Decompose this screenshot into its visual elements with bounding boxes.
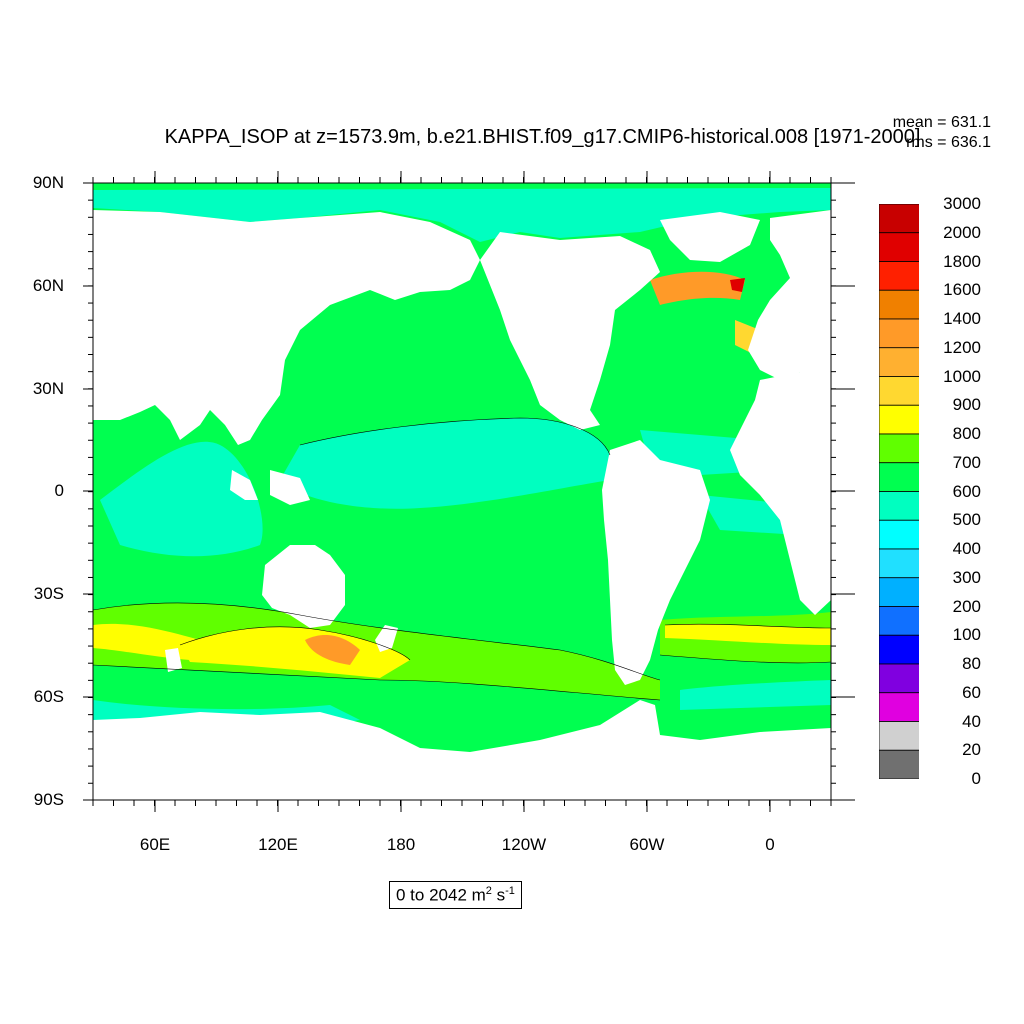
colorbar-label: 1600 xyxy=(943,280,981,300)
colorbar-label: 100 xyxy=(952,625,981,645)
colorbar-swatch xyxy=(879,634,919,665)
y-tick-label: 90N xyxy=(32,173,64,192)
colorbar-swatch xyxy=(879,462,919,492)
colorbar-label: 60 xyxy=(962,682,981,702)
colorbar-label: 400 xyxy=(952,539,981,558)
colorbar-swatch xyxy=(879,347,919,377)
colorbar-label: 300 xyxy=(952,567,981,587)
land-mask xyxy=(93,210,831,800)
x-tick-label: 120E xyxy=(258,835,298,854)
colorbar-label: 600 xyxy=(952,481,981,501)
colorbar-swatch xyxy=(879,261,919,291)
colorbar-swatch xyxy=(879,318,919,349)
colorbar-label: 0 xyxy=(971,769,981,788)
colorbar-label: 1800 xyxy=(943,251,981,271)
colorbar-swatch xyxy=(879,519,919,550)
y-tick-label: 60N xyxy=(32,276,64,295)
colorbar-label: 200 xyxy=(952,596,981,616)
colorbar-swatch xyxy=(879,404,919,435)
colorbar-label: 700 xyxy=(952,452,981,472)
y-tick-label: 30N xyxy=(32,379,64,398)
colorbar-label: 800 xyxy=(952,424,981,443)
colorbar-label: 40 xyxy=(962,711,981,731)
y-tick-label: 0 xyxy=(54,481,64,500)
colorbar-swatch xyxy=(879,491,919,521)
range-unit-mid: s xyxy=(491,885,506,905)
colorbar-label: 1200 xyxy=(943,337,981,357)
colorbar-swatch xyxy=(879,663,919,694)
y-tick-label: 60S xyxy=(33,687,64,706)
colorbar-label: 20 xyxy=(962,740,981,760)
colorbar-swatch xyxy=(879,204,919,234)
ocean-field xyxy=(93,183,831,800)
colorbar-swatch xyxy=(879,749,919,779)
x-tick-label: 60W xyxy=(629,835,665,854)
colorbar-swatch xyxy=(879,232,919,262)
colorbar-label: 3000 xyxy=(943,194,981,213)
colorbar-swatch xyxy=(879,376,919,406)
colorbar-label: 500 xyxy=(952,510,981,530)
data-range-box: 0 to 2042 m2 s-1 xyxy=(389,881,522,909)
colorbar-label: 1000 xyxy=(943,366,981,386)
x-tick-label: 60E xyxy=(139,835,171,854)
rms-stat: rms = 636.1 xyxy=(906,134,991,151)
axis-ticks xyxy=(83,171,855,812)
mean-stat: mean = 631.1 xyxy=(892,114,991,131)
colorbar-swatch xyxy=(879,289,919,320)
plot-title: KAPPA_ISOP at z=1573.9m, b.e21.BHIST.f09… xyxy=(164,126,921,148)
x-tick-label: 0 xyxy=(765,835,775,854)
colorbar xyxy=(879,204,919,779)
colorbar-swatch xyxy=(879,721,919,751)
colorbar-label: 2000 xyxy=(943,222,981,242)
colorbar-swatch xyxy=(879,606,919,636)
colorbar-label: 900 xyxy=(952,395,981,415)
x-tick-label: 120W xyxy=(501,835,547,854)
colorbar-label: 1400 xyxy=(943,309,981,328)
colorbar-swatch xyxy=(879,433,919,464)
colorbar-label: 80 xyxy=(962,654,981,673)
y-tick-label: 30S xyxy=(33,584,64,603)
range-text: 0 to 2042 m xyxy=(396,885,486,905)
colorbar-swatch xyxy=(879,548,919,579)
range-unit-exp1: 2 xyxy=(485,885,492,897)
range-unit-exp2: -1 xyxy=(505,885,515,897)
x-tick-label: 180 xyxy=(386,835,416,854)
colorbar-swatch xyxy=(879,577,919,607)
colorbar-swatch xyxy=(879,692,919,722)
y-tick-label: 90S xyxy=(33,790,64,809)
